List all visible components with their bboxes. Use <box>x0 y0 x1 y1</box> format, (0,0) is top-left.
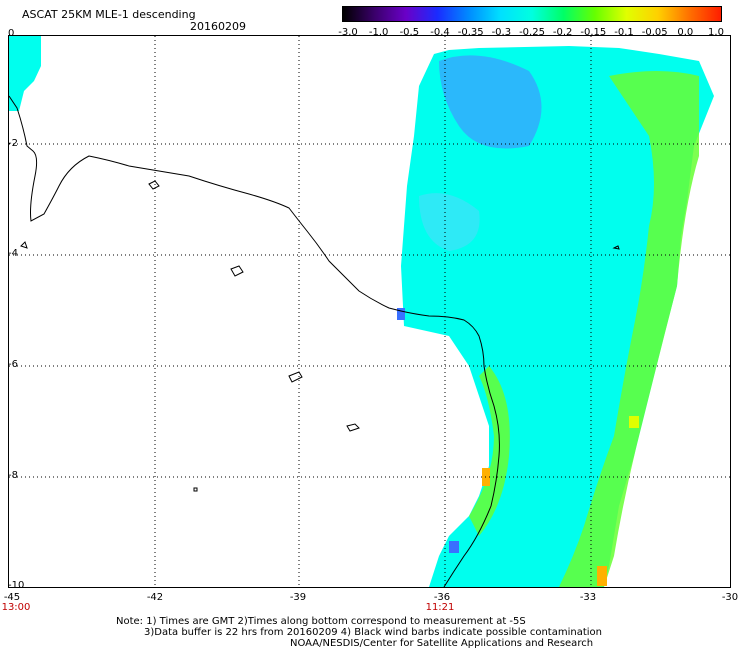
map-date: 20160209 <box>190 20 246 33</box>
lon-label-33: -33 <box>579 592 597 603</box>
lat-label-2: -2 <box>8 138 18 149</box>
island <box>20 241 28 249</box>
map-frame <box>8 35 731 588</box>
swath-high-band <box>559 71 699 587</box>
note-line-1: Note: 1) Times are GMT 2)Times along bot… <box>116 616 526 627</box>
lat-label-0: 0 <box>8 28 15 39</box>
color-scale-tick: -1.0 <box>368 27 389 38</box>
lat-label-8: -8 <box>8 470 18 481</box>
color-scale-tick: -0.25 <box>519 27 545 38</box>
note-line-3: NOAA/NESDIS/Center for Satellite Applica… <box>290 638 594 649</box>
island <box>193 487 198 492</box>
coastline <box>9 95 500 587</box>
swath-low-patch <box>419 193 480 251</box>
island <box>346 423 360 432</box>
time-label-start: 13:00 <box>1 602 31 613</box>
color-scale-tick: -0.5 <box>399 27 420 38</box>
color-scale-tick: -0.35 <box>457 27 484 38</box>
color-scale-tick: -3.0 <box>338 27 358 38</box>
lat-label-6: -6 <box>8 359 18 370</box>
swath-high-coastal <box>469 366 510 536</box>
swath-area <box>401 46 714 587</box>
swath-low-patch <box>439 55 542 149</box>
lat-label-10: -10 <box>8 580 25 591</box>
swath-warm-spot <box>629 416 639 428</box>
island <box>148 180 160 190</box>
color-scale-tick: 1.0 <box>708 27 724 38</box>
map-title: ASCAT 25KM MLE-1 descending <box>22 8 196 21</box>
lon-label-42: -42 <box>146 592 164 603</box>
island <box>612 245 620 250</box>
swath-cold-spot <box>397 308 405 320</box>
color-scale-bar <box>342 6 722 22</box>
island <box>230 265 244 277</box>
lon-label-45: -45 <box>3 592 21 603</box>
color-scale-tick: -0.15 <box>580 27 607 38</box>
swath-corner <box>9 36 41 111</box>
color-scale-tick: -0.4 <box>430 27 450 38</box>
island <box>288 371 303 383</box>
color-scale-tick: -0.05 <box>641 27 668 38</box>
color-scale-tick: -0.1 <box>614 27 634 38</box>
lon-label-39: -39 <box>289 592 307 603</box>
time-label-swath: 11:21 <box>425 602 455 613</box>
lon-label-36: -36 <box>433 592 451 603</box>
color-scale-tick: -0.3 <box>491 27 512 38</box>
lon-label-30: -30 <box>721 592 739 603</box>
swath-warm-spot <box>597 566 607 586</box>
color-scale-tick: -0.2 <box>552 27 573 38</box>
note-line-2: 3)Data buffer is 22 hrs from 20160209 4)… <box>144 627 602 638</box>
swath-cold-spot <box>449 541 459 553</box>
color-scale-tick: 0.0 <box>677 27 694 38</box>
lat-label-4: -4 <box>8 248 18 259</box>
map-canvas <box>9 36 730 587</box>
